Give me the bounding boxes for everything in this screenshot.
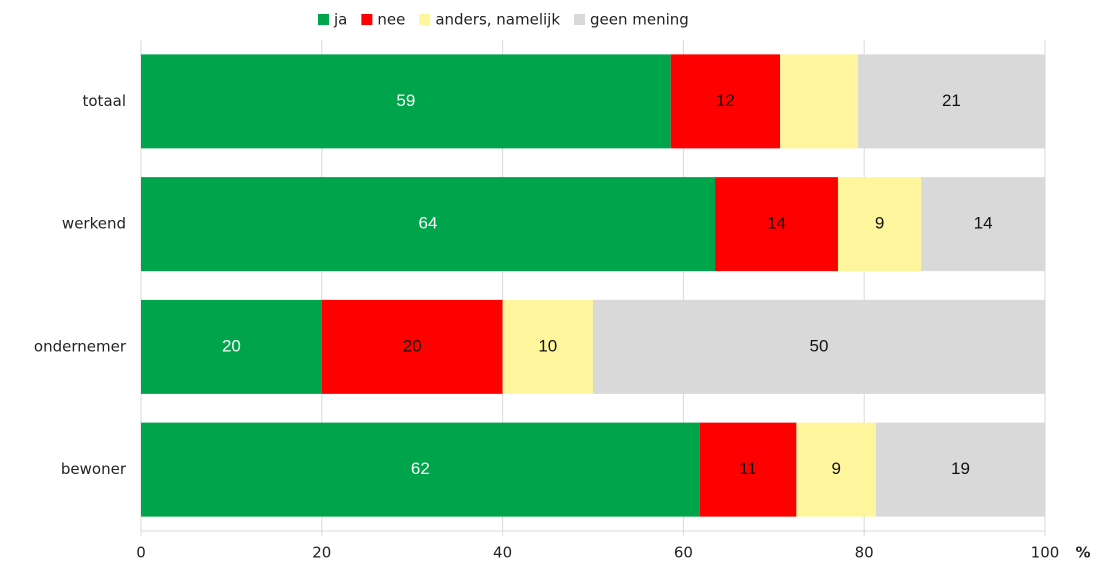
bar-segment: [593, 299, 1045, 394]
legend-swatch: [574, 14, 586, 25]
bar-segment: [141, 422, 700, 517]
data-label: 9: [875, 214, 884, 233]
legend-label: nee: [377, 11, 405, 29]
y-tick-label: ondernemer: [34, 337, 127, 355]
y-tick-label: werkend: [62, 215, 126, 233]
bar-segment: [796, 422, 876, 517]
x-tick-label: 0: [136, 544, 146, 562]
data-label: 50: [810, 336, 829, 355]
data-label: 14: [974, 214, 993, 233]
bar-segment: [141, 177, 716, 272]
data-label: 59: [396, 91, 415, 110]
legend-label: geen mening: [590, 11, 689, 29]
data-label: 11: [739, 459, 757, 478]
bar-segment: [141, 54, 671, 149]
x-unit: %: [1075, 544, 1090, 562]
y-tick-label: totaal: [83, 92, 127, 110]
legend-swatch: [361, 14, 373, 25]
x-tick-label: 20: [312, 544, 331, 562]
bar-segment: [857, 54, 1045, 149]
bar-segment: [837, 177, 922, 272]
bar-segment: [141, 299, 322, 394]
legend-swatch: [419, 14, 431, 25]
legend-swatch: [318, 14, 329, 25]
x-tick-label: 40: [493, 544, 512, 562]
legend-label: ja: [333, 11, 347, 29]
data-label: 12: [716, 91, 735, 110]
bar-segment: [921, 177, 1045, 272]
bar-segment: [715, 177, 838, 272]
legend-label: anders, namelijk: [435, 11, 560, 29]
data-label: 10: [538, 336, 557, 355]
data-label: 19: [951, 459, 970, 478]
data-label: 9: [831, 459, 840, 478]
data-label: 14: [767, 214, 786, 233]
bar-segment: [699, 422, 797, 517]
data-label: 64: [419, 214, 438, 233]
bar-segment: [875, 422, 1045, 517]
data-label: 20: [222, 336, 241, 355]
data-label: 21: [942, 91, 961, 110]
y-tick-label: bewoner: [61, 460, 127, 478]
bar-segment: [321, 299, 503, 394]
bar-segment: [670, 54, 781, 149]
data-label: 20: [403, 336, 422, 355]
bar-segment: [502, 299, 593, 394]
x-tick-label: 100: [1031, 544, 1060, 562]
data-label: 62: [411, 459, 430, 478]
x-tick-label: 80: [855, 544, 874, 562]
bar-segment: [780, 54, 858, 149]
x-tick-label: 60: [674, 544, 693, 562]
